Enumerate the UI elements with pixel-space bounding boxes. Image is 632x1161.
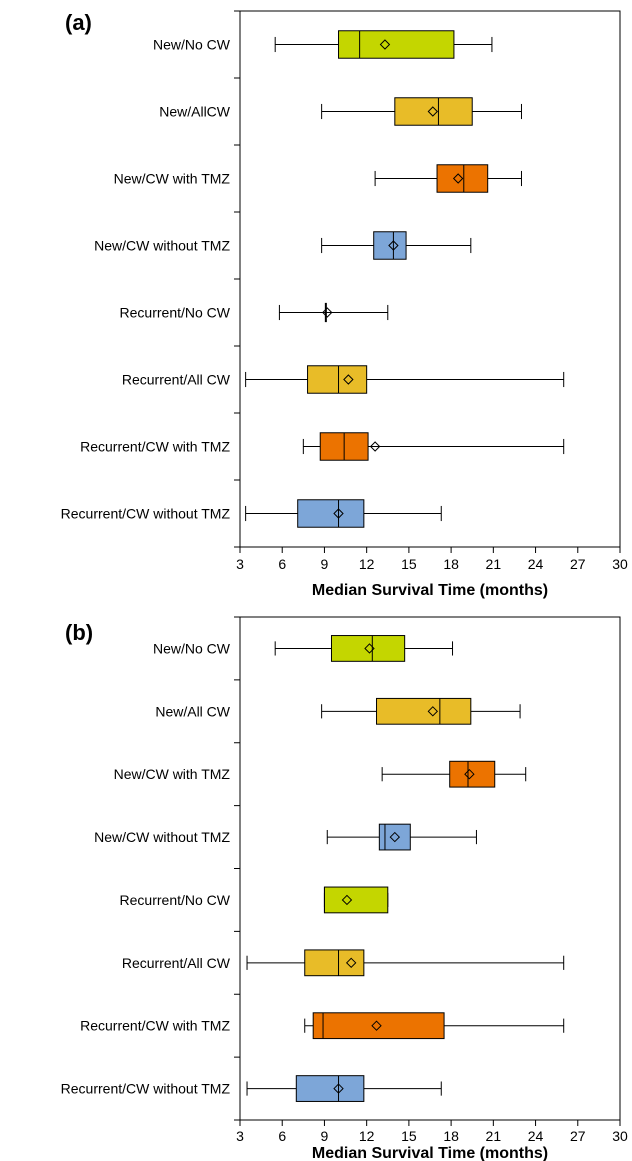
mean-marker bbox=[369, 441, 381, 452]
box-5 bbox=[278, 302, 389, 323]
category-label: New/CW without TMZ bbox=[94, 829, 230, 845]
mean-marker bbox=[388, 240, 399, 251]
category-label: Recurrent/All CW bbox=[122, 955, 231, 971]
x-tick-label: 18 bbox=[443, 556, 459, 572]
box-1 bbox=[274, 635, 454, 662]
category-label: Recurrent/All CW bbox=[122, 372, 231, 388]
mean-marker bbox=[427, 106, 439, 117]
mean-marker bbox=[364, 643, 375, 654]
mean-marker bbox=[379, 39, 391, 50]
box-4 bbox=[326, 823, 477, 851]
iqr-box bbox=[330, 635, 406, 662]
category-label: New/CW with TMZ bbox=[114, 766, 231, 782]
box-8 bbox=[245, 499, 442, 528]
x-tick-label: 21 bbox=[486, 1128, 502, 1144]
iqr-box bbox=[449, 760, 496, 788]
mean-marker bbox=[464, 768, 475, 780]
x-tick-label: 30 bbox=[612, 556, 628, 572]
x-tick-label: 12 bbox=[359, 1128, 375, 1144]
category-label: New/AllCW bbox=[159, 104, 231, 120]
plot-frame bbox=[239, 10, 621, 548]
x-tick-label: 15 bbox=[401, 1128, 417, 1144]
box-2 bbox=[321, 97, 522, 126]
mean-marker bbox=[345, 957, 357, 969]
box-6 bbox=[245, 365, 565, 394]
mean-marker bbox=[427, 706, 439, 717]
box-3 bbox=[374, 164, 522, 193]
x-tick-label: 24 bbox=[528, 556, 544, 572]
iqr-box bbox=[323, 886, 389, 914]
x-tick-label: 6 bbox=[278, 1128, 286, 1144]
x-tick-label: 15 bbox=[401, 556, 417, 572]
category-label: Recurrent/CW with TMZ bbox=[80, 439, 230, 455]
category-label: New/No CW bbox=[153, 37, 231, 53]
box-1 bbox=[274, 30, 493, 59]
mean-marker bbox=[333, 508, 344, 519]
x-axis-label: Median Survival Time (months) bbox=[312, 1145, 548, 1161]
iqr-box bbox=[373, 231, 407, 260]
x-tick-label: 24 bbox=[528, 1128, 544, 1144]
x-tick-label: 18 bbox=[443, 1128, 459, 1144]
box-7 bbox=[302, 432, 565, 461]
x-axis-label: Median Survival Time (months) bbox=[312, 582, 548, 599]
mean-marker bbox=[389, 831, 401, 843]
x-tick-label: 27 bbox=[570, 1128, 586, 1144]
box-8 bbox=[246, 1075, 442, 1102]
chart-panel-a: (a) 3 6 9 12 15 18 21 24 27 30 Median Survival Time… bbox=[61, 10, 628, 599]
box-6 bbox=[246, 949, 565, 977]
mean-marker bbox=[343, 374, 354, 385]
panel-label: (b) bbox=[65, 620, 93, 645]
iqr-box bbox=[394, 97, 473, 126]
x-tick-label: 21 bbox=[486, 556, 502, 572]
category-label: New/No CW bbox=[153, 640, 231, 656]
x-tick-label: 3 bbox=[236, 556, 244, 572]
category-label: New/CW without TMZ bbox=[94, 238, 230, 254]
category-label: Recurrent/CW without TMZ bbox=[61, 1081, 231, 1097]
mean-marker bbox=[341, 894, 353, 906]
iqr-box bbox=[307, 365, 368, 394]
x-tick-label: 9 bbox=[321, 556, 329, 572]
box-2 bbox=[321, 697, 521, 725]
mean-marker bbox=[322, 307, 333, 318]
category-label: Recurrent/No CW bbox=[120, 305, 231, 321]
x-tick-label: 9 bbox=[321, 1128, 329, 1144]
iqr-box bbox=[297, 499, 365, 528]
x-tick-label: 27 bbox=[570, 556, 586, 572]
category-label: Recurrent/CW without TMZ bbox=[61, 506, 231, 522]
x-tick-label: 3 bbox=[236, 1128, 244, 1144]
box-4 bbox=[321, 231, 472, 260]
iqr-box bbox=[304, 949, 365, 977]
mean-marker bbox=[452, 173, 464, 184]
mean-marker bbox=[333, 1083, 344, 1094]
iqr-box bbox=[378, 823, 411, 851]
box-7 bbox=[304, 1012, 565, 1040]
chart-panel-b: (b) 3 6 9 12 15 18 21 24 27 30 Median Survival Time… bbox=[61, 616, 628, 1161]
category-label: Recurrent/CW with TMZ bbox=[80, 1018, 230, 1034]
panel-label: (a) bbox=[65, 10, 92, 35]
category-label: Recurrent/No CW bbox=[120, 892, 231, 908]
category-label: New/All CW bbox=[155, 703, 230, 719]
iqr-box bbox=[376, 697, 472, 725]
category-label: New/CW with TMZ bbox=[114, 171, 231, 187]
iqr-box bbox=[312, 1012, 445, 1040]
plot-frame bbox=[239, 616, 621, 1121]
x-tick-label: 30 bbox=[612, 1128, 628, 1144]
x-tick-label: 12 bbox=[359, 556, 375, 572]
box-3 bbox=[381, 760, 527, 788]
iqr-box bbox=[295, 1075, 365, 1102]
mean-marker bbox=[371, 1020, 382, 1031]
x-tick-label: 6 bbox=[278, 556, 286, 572]
box-5 bbox=[323, 886, 389, 914]
iqr-box bbox=[338, 30, 455, 59]
